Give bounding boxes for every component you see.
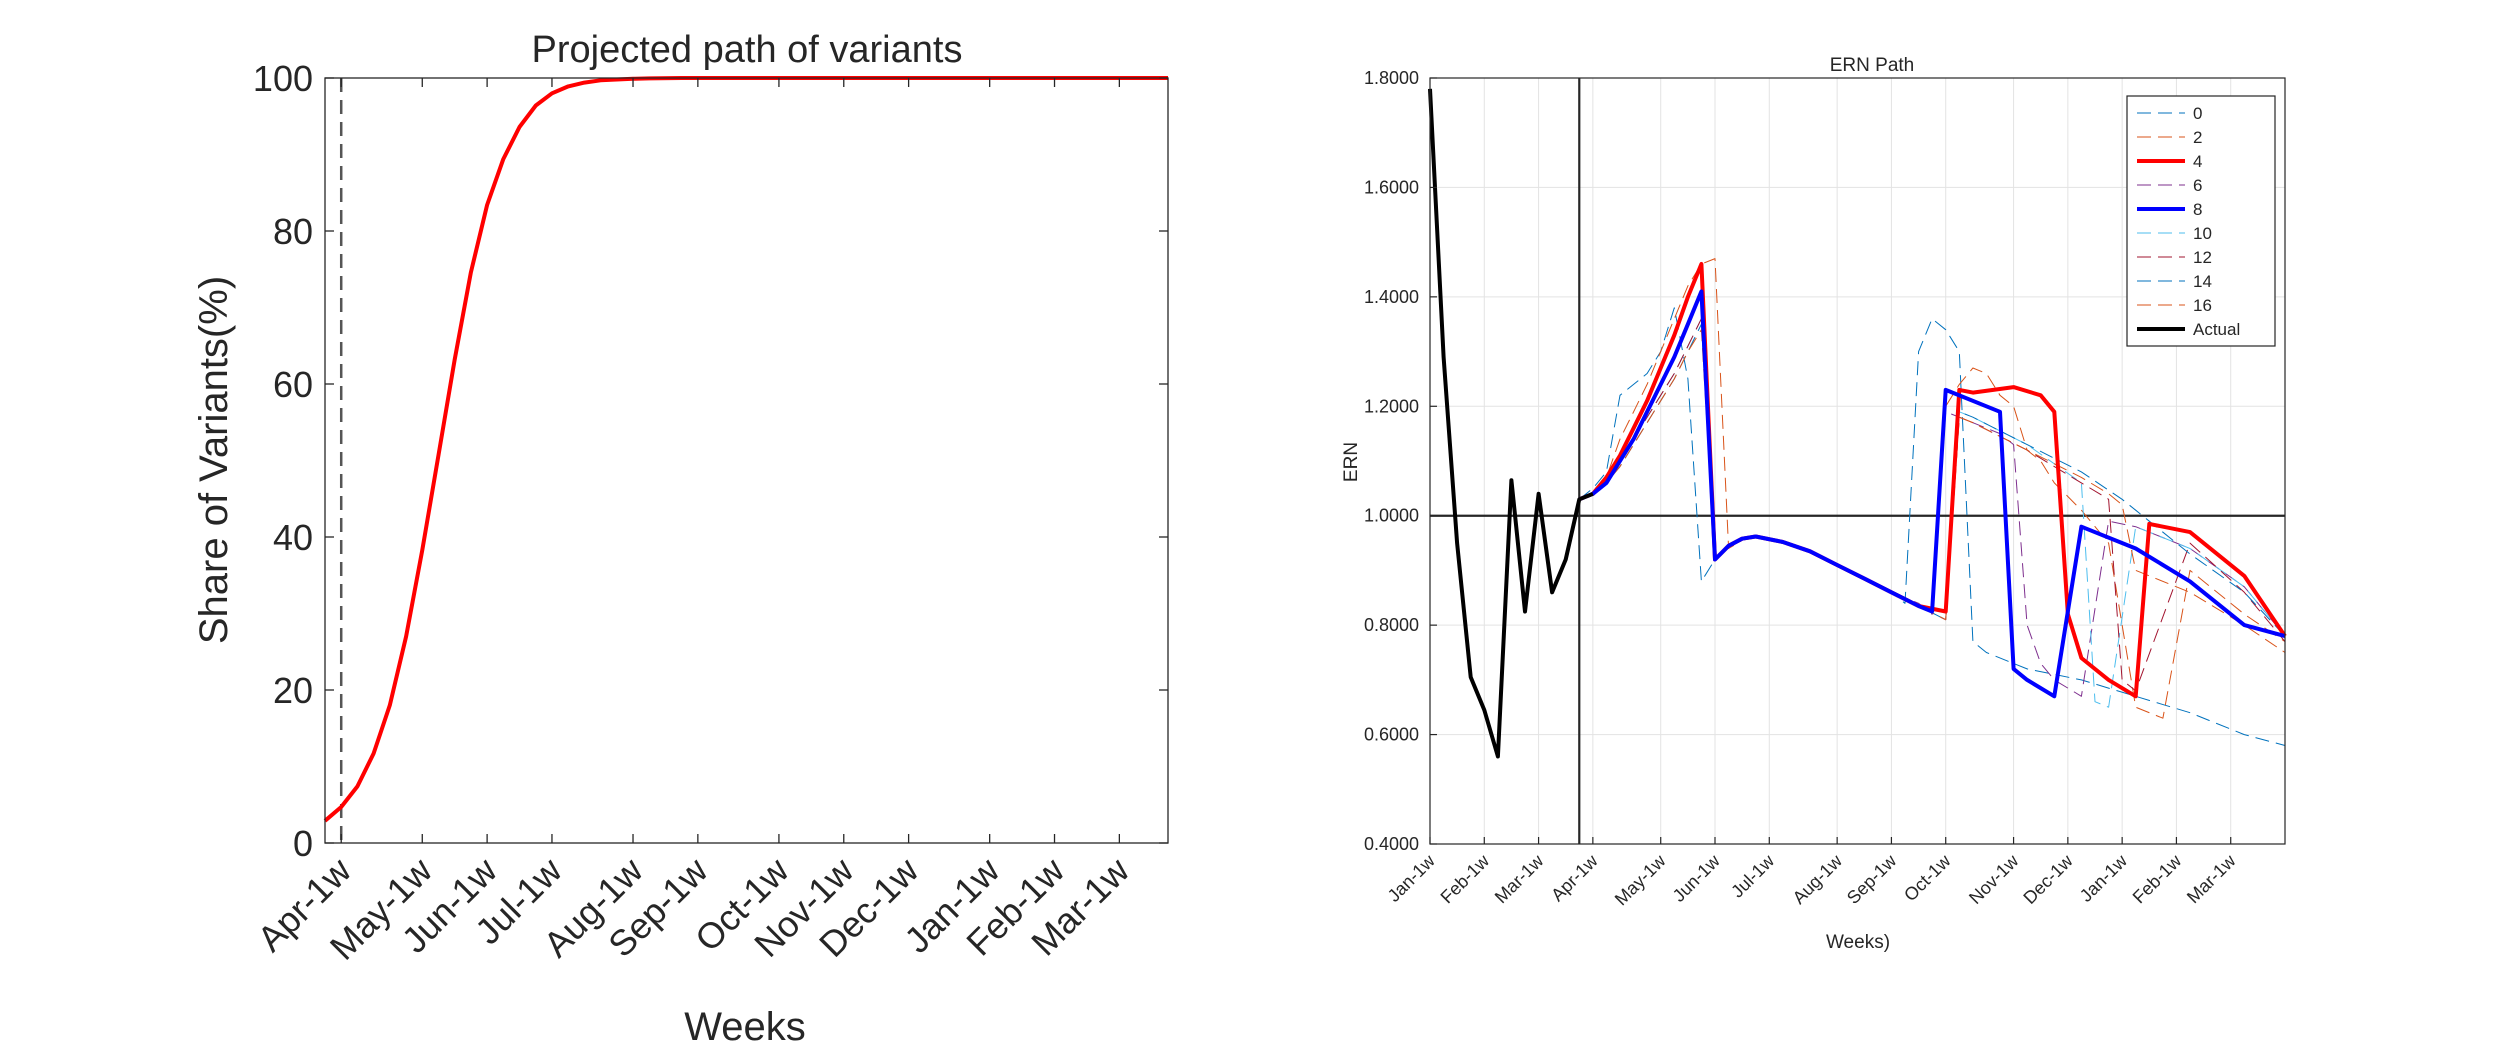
legend-label: 12 — [2193, 248, 2212, 267]
right-y-tick-label: 1.2000 — [1364, 396, 1419, 416]
right-series-group — [1428, 88, 2287, 759]
legend-label: 2 — [2193, 128, 2202, 147]
left-y-axis: 0 20 40 60 80 100 — [253, 58, 1168, 864]
left-x-axis-label: Weeks — [684, 1005, 806, 1042]
legend-label: 8 — [2193, 200, 2202, 219]
legend-label: 4 — [2193, 152, 2202, 171]
right-y-axis: 0.4000 0.6000 0.8000 1.0000 1.2000 1.4000 1.60… — [1364, 68, 1437, 854]
left-y-tick-label: 0 — [293, 823, 313, 864]
series-line-8 — [1578, 289, 2286, 699]
right-y-axis-label: ERN — [1341, 442, 1362, 482]
left-plot-frame — [324, 77, 1169, 844]
series-line-2 — [1579, 258, 2286, 719]
left-y-tick-label: 80 — [273, 211, 313, 252]
right-chart-title: ERN Path — [1830, 55, 1914, 76]
legend-label: 10 — [2193, 224, 2212, 243]
legend-box — [2126, 95, 2276, 347]
legend-label: 16 — [2193, 296, 2212, 315]
right-y-tick-label: 1.4000 — [1364, 287, 1419, 307]
right-y-tick-label: 1.6000 — [1364, 177, 1419, 197]
series-line-0 — [1578, 307, 2286, 746]
right-y-tick-label: 0.8000 — [1364, 615, 1419, 635]
left-chart-title: Projected path of variants — [532, 29, 963, 71]
left-y-tick-label: 40 — [273, 517, 313, 558]
right-y-tick-label: 0.4000 — [1364, 834, 1419, 854]
right-y-tick-label: 1.8000 — [1364, 68, 1419, 88]
legend-label: 0 — [2193, 104, 2202, 123]
right-y-tick-label: 1.0000 — [1364, 506, 1419, 526]
legend-label: 6 — [2193, 176, 2202, 195]
left-y-tick-label: 100 — [253, 58, 313, 99]
left-y-tick-label: 60 — [273, 364, 313, 405]
left-y-tick-label: 20 — [273, 670, 313, 711]
right-y-tick-label: 0.6000 — [1364, 725, 1419, 745]
series-line-actual — [1428, 88, 1594, 759]
left-y-axis-label: Share of Variants(%) — [192, 276, 236, 644]
legend: 0 2 4 6 8 10 12 14 16 Actual — [2126, 95, 2276, 347]
legend-label: 14 — [2193, 272, 2212, 291]
right-plot-frame — [1429, 77, 2286, 845]
legend-label: Actual — [2193, 320, 2240, 339]
right-x-axis-label: Weeks) — [1826, 932, 1890, 953]
